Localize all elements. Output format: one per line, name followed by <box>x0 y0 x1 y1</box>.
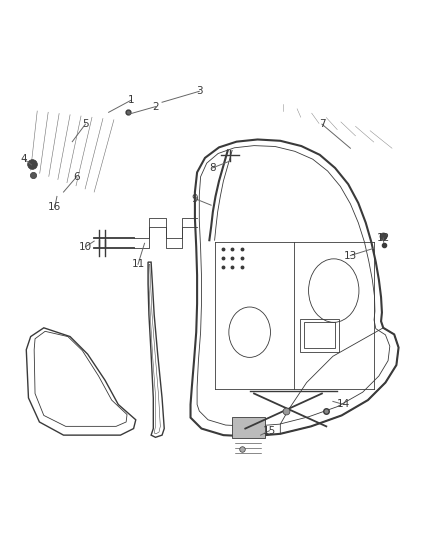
Text: 9: 9 <box>191 193 198 204</box>
Text: 6: 6 <box>73 172 80 182</box>
Text: 10: 10 <box>79 242 92 252</box>
Text: 2: 2 <box>152 102 159 111</box>
Text: 12: 12 <box>377 233 390 243</box>
Bar <box>300 319 339 352</box>
Text: 5: 5 <box>82 119 89 129</box>
Text: 13: 13 <box>344 251 357 261</box>
Text: 8: 8 <box>209 163 216 173</box>
Bar <box>232 417 265 438</box>
Text: 15: 15 <box>263 426 276 436</box>
Text: 3: 3 <box>196 86 203 96</box>
Text: 1: 1 <box>128 95 135 105</box>
Text: 14: 14 <box>337 399 350 409</box>
Bar <box>304 322 335 348</box>
Text: 11: 11 <box>131 260 145 269</box>
Text: 7: 7 <box>318 119 325 129</box>
Text: 16: 16 <box>48 203 61 212</box>
Text: 4: 4 <box>21 154 28 164</box>
